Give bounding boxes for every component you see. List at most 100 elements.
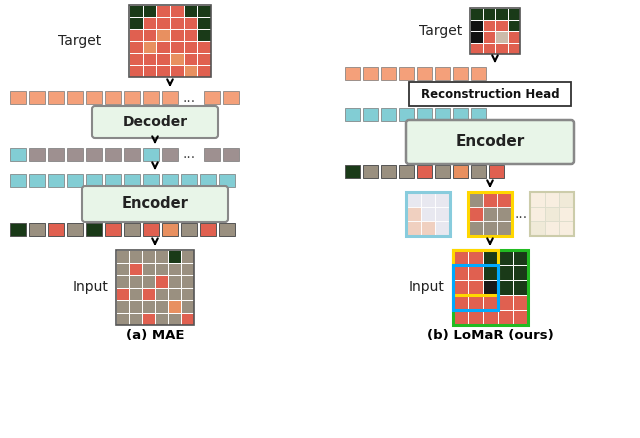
Bar bbox=[116, 300, 129, 312]
Text: Input: Input bbox=[72, 280, 108, 294]
Bar bbox=[116, 287, 129, 300]
Bar bbox=[129, 287, 142, 300]
Bar bbox=[530, 192, 545, 207]
Bar bbox=[467, 250, 483, 265]
Bar bbox=[495, 20, 508, 31]
Bar bbox=[170, 5, 184, 17]
Bar bbox=[483, 295, 497, 310]
Bar bbox=[181, 300, 194, 312]
Bar bbox=[29, 91, 45, 104]
Bar bbox=[129, 65, 143, 77]
Bar bbox=[129, 300, 142, 312]
Bar bbox=[399, 165, 414, 178]
Bar bbox=[168, 262, 181, 275]
Bar bbox=[559, 192, 574, 207]
Bar bbox=[435, 108, 450, 121]
Bar bbox=[508, 31, 520, 42]
Bar bbox=[129, 275, 142, 287]
Bar bbox=[363, 67, 378, 80]
Bar bbox=[467, 280, 483, 295]
Bar bbox=[129, 250, 142, 262]
Bar bbox=[170, 53, 184, 65]
Bar bbox=[483, 280, 497, 295]
FancyBboxPatch shape bbox=[406, 120, 574, 164]
Bar bbox=[508, 8, 520, 20]
Bar bbox=[435, 221, 450, 236]
Bar bbox=[142, 262, 155, 275]
Bar bbox=[197, 5, 211, 17]
Bar bbox=[155, 275, 168, 287]
Bar bbox=[467, 295, 483, 310]
Bar bbox=[399, 108, 414, 121]
Bar bbox=[406, 207, 420, 221]
Bar bbox=[470, 8, 483, 20]
Bar bbox=[483, 207, 497, 221]
Bar bbox=[170, 17, 184, 29]
Bar bbox=[86, 223, 102, 236]
Bar bbox=[184, 53, 197, 65]
Bar bbox=[204, 91, 220, 104]
Bar bbox=[483, 310, 497, 325]
Bar bbox=[143, 91, 159, 104]
Bar bbox=[470, 31, 483, 42]
Bar bbox=[508, 20, 520, 31]
Bar bbox=[497, 221, 512, 236]
Bar bbox=[471, 67, 486, 80]
Bar bbox=[345, 67, 360, 80]
Bar bbox=[381, 108, 396, 121]
Bar bbox=[168, 300, 181, 312]
Bar bbox=[10, 91, 26, 104]
Bar bbox=[200, 174, 216, 187]
Bar bbox=[168, 287, 181, 300]
Bar bbox=[545, 207, 559, 221]
FancyBboxPatch shape bbox=[409, 82, 571, 106]
Bar bbox=[105, 148, 121, 161]
Bar bbox=[453, 108, 468, 121]
Bar bbox=[143, 29, 156, 41]
Bar bbox=[156, 17, 170, 29]
Bar bbox=[48, 223, 64, 236]
Bar bbox=[495, 31, 508, 42]
Bar bbox=[156, 65, 170, 77]
Bar bbox=[29, 223, 45, 236]
Bar bbox=[483, 20, 495, 31]
Bar bbox=[453, 67, 468, 80]
Bar bbox=[219, 174, 235, 187]
Bar bbox=[162, 174, 178, 187]
Text: Input: Input bbox=[408, 280, 445, 294]
Bar bbox=[197, 53, 211, 65]
Bar bbox=[162, 223, 178, 236]
Bar bbox=[197, 65, 211, 77]
Bar bbox=[470, 42, 483, 54]
Bar bbox=[497, 265, 513, 280]
Bar bbox=[468, 192, 512, 236]
Text: Target: Target bbox=[419, 24, 462, 38]
Bar bbox=[10, 148, 26, 161]
Bar bbox=[124, 148, 140, 161]
Bar bbox=[184, 17, 197, 29]
Bar bbox=[29, 148, 45, 161]
Bar bbox=[129, 17, 143, 29]
Bar bbox=[508, 42, 520, 54]
Bar bbox=[142, 312, 155, 325]
Bar bbox=[168, 312, 181, 325]
FancyBboxPatch shape bbox=[92, 106, 218, 138]
Text: Target: Target bbox=[58, 34, 101, 48]
Bar bbox=[143, 41, 156, 53]
Bar bbox=[10, 174, 26, 187]
Bar bbox=[468, 221, 483, 236]
Bar bbox=[67, 148, 83, 161]
Bar bbox=[420, 207, 435, 221]
Bar bbox=[497, 310, 513, 325]
Bar bbox=[181, 174, 197, 187]
FancyBboxPatch shape bbox=[82, 186, 228, 222]
Bar bbox=[67, 223, 83, 236]
Bar bbox=[142, 275, 155, 287]
Bar bbox=[483, 250, 497, 265]
Bar bbox=[420, 221, 435, 236]
Bar bbox=[143, 5, 156, 17]
Bar bbox=[468, 192, 483, 207]
Bar bbox=[452, 295, 467, 310]
Bar bbox=[129, 41, 143, 53]
Bar bbox=[116, 250, 194, 325]
